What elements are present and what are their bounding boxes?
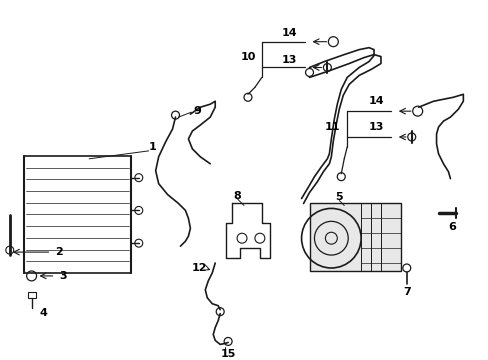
Text: 4: 4 bbox=[40, 308, 47, 318]
Text: 3: 3 bbox=[59, 271, 67, 281]
Text: 11: 11 bbox=[324, 122, 339, 132]
Text: 12: 12 bbox=[191, 263, 207, 273]
Text: 13: 13 bbox=[367, 122, 383, 132]
Text: 7: 7 bbox=[402, 287, 410, 297]
Bar bbox=[309, 203, 400, 271]
Bar bbox=[28, 292, 36, 298]
Text: 10: 10 bbox=[240, 51, 255, 62]
Text: 5: 5 bbox=[335, 192, 343, 202]
Text: 14: 14 bbox=[281, 28, 297, 38]
Text: 14: 14 bbox=[367, 96, 383, 106]
Text: 9: 9 bbox=[193, 106, 201, 116]
Text: 13: 13 bbox=[282, 55, 297, 64]
Text: 6: 6 bbox=[447, 222, 455, 232]
Text: 1: 1 bbox=[148, 142, 156, 152]
Text: 2: 2 bbox=[55, 247, 63, 257]
Text: 8: 8 bbox=[233, 190, 241, 201]
Text: 15: 15 bbox=[220, 349, 235, 359]
